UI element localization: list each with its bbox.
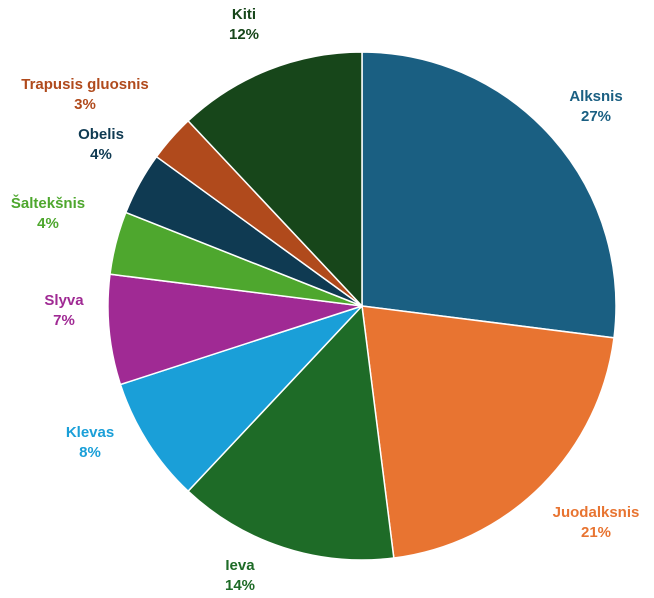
slice-label-4: Slyva bbox=[44, 292, 84, 309]
pie-slice-8 bbox=[187, 51, 363, 308]
slice-value-label-2: 14% bbox=[225, 577, 255, 594]
slice-value-label-3: 8% bbox=[79, 444, 101, 461]
slice-label-7: Trapusis gluosnis bbox=[21, 76, 149, 93]
slice-value-label-4: 7% bbox=[53, 312, 75, 329]
pie-slices bbox=[107, 51, 617, 561]
slice-label-3: Klevas bbox=[66, 424, 114, 441]
slice-label-2: Ieva bbox=[225, 557, 255, 574]
pie-slice-3 bbox=[119, 305, 363, 493]
slice-value-label-1: 21% bbox=[581, 524, 611, 541]
slice-value-label-0: 27% bbox=[581, 108, 611, 125]
slice-label-1: Juodalksnis bbox=[553, 504, 640, 521]
pie-labels: Alksnis 27% Juodalksnis 21% Ieva 14% Klevas 8% S… bbox=[11, 6, 639, 594]
pie-slice-2 bbox=[187, 304, 395, 561]
slice-value-label-6: 4% bbox=[90, 146, 112, 163]
slice-value-label-7: 3% bbox=[74, 96, 96, 113]
pie-slice-1 bbox=[361, 305, 615, 559]
slice-value-label-5: 4% bbox=[37, 215, 59, 232]
pie-slice-4 bbox=[107, 273, 363, 386]
slice-label-6: Obelis bbox=[78, 126, 124, 143]
pie-slice-0 bbox=[361, 51, 617, 339]
slice-label-0: Alksnis bbox=[569, 88, 622, 105]
slice-value-label-8: 12% bbox=[229, 26, 259, 43]
slice-label-8: Kiti bbox=[232, 6, 256, 23]
slice-label-5: Šaltekšnis bbox=[11, 194, 85, 212]
